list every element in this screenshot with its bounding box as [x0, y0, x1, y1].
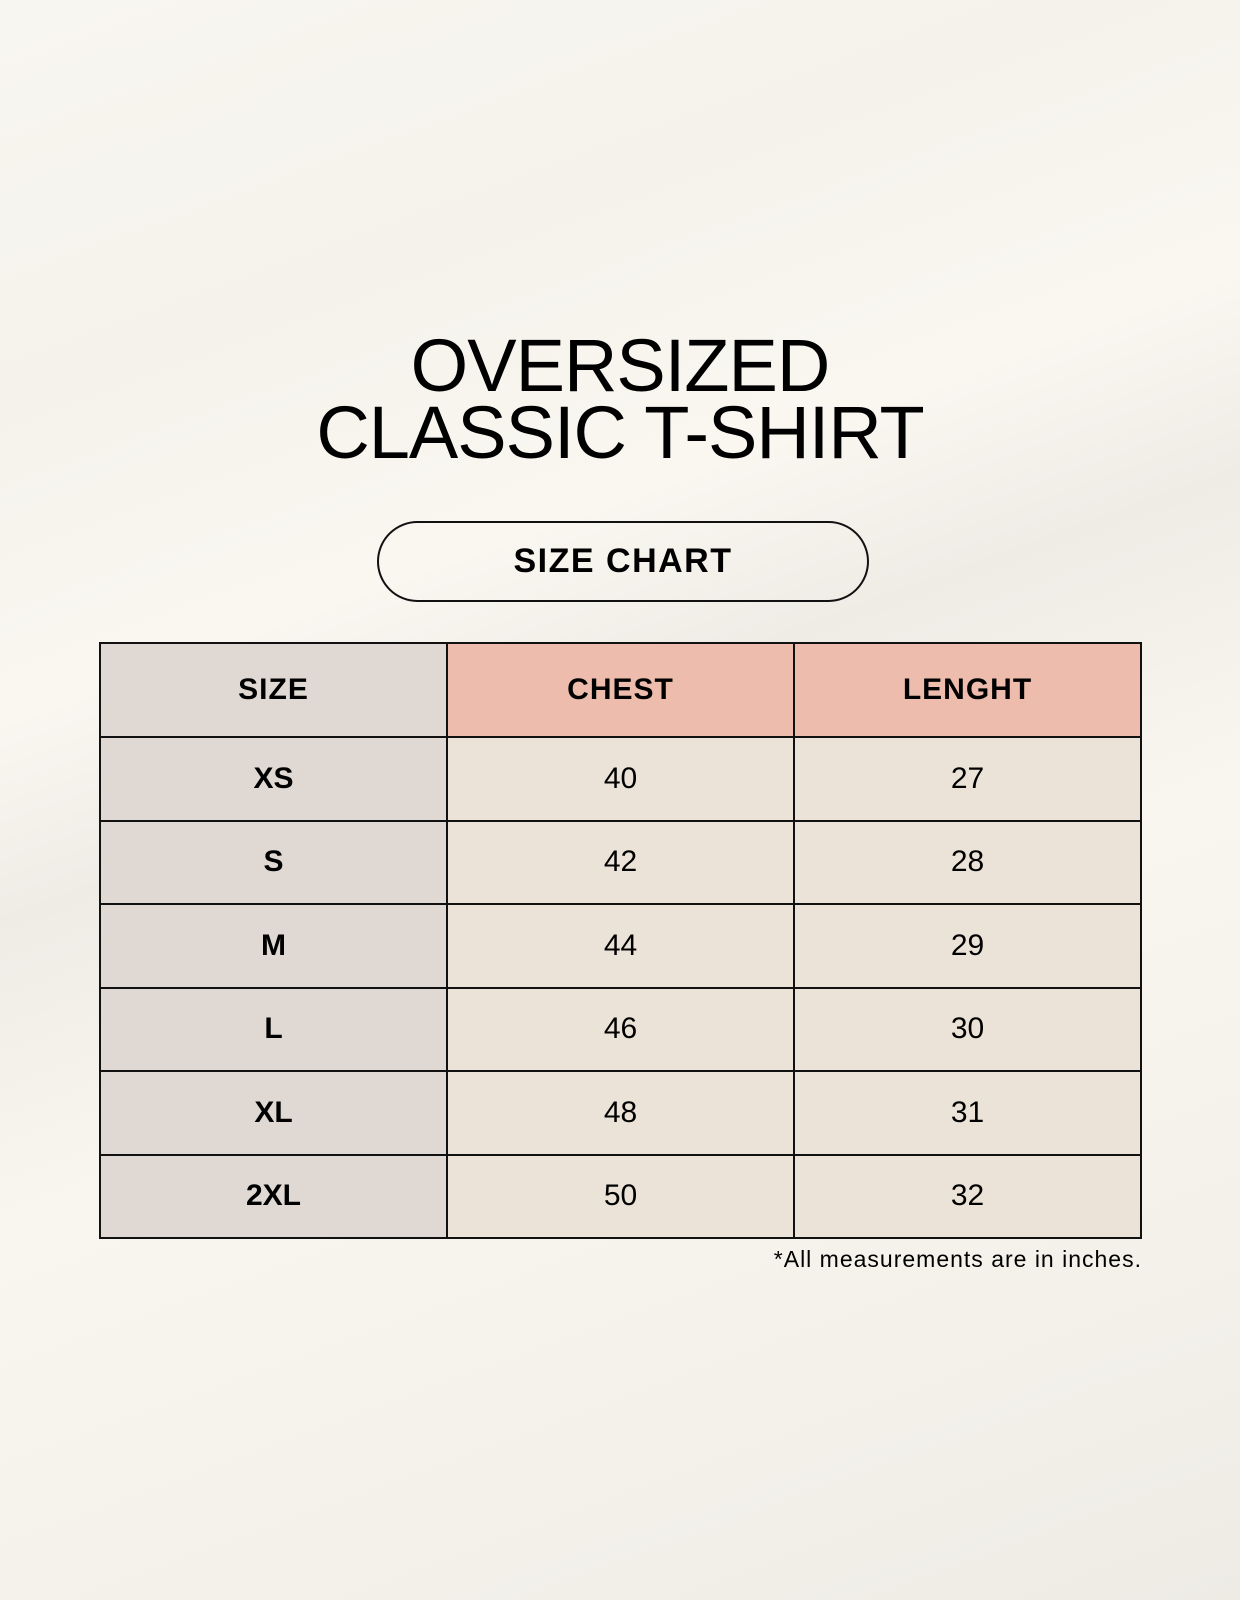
cell-length: 27 [793, 736, 1142, 822]
cell-chest: 50 [446, 1153, 795, 1239]
title-line-1: OVERSIZED [410, 324, 831, 407]
cell-length: 31 [793, 1070, 1142, 1156]
cell-chest: 44 [446, 903, 795, 989]
page-title: OVERSIZED CLASSIC T-SHIRT [0, 324, 1240, 474]
cell-size: XS [99, 736, 448, 822]
table-row: XL 48 31 [99, 1070, 1142, 1156]
title-line-2: CLASSIC T-SHIRT [316, 391, 924, 474]
table-row: XS 40 27 [99, 736, 1142, 822]
cell-size: S [99, 819, 448, 905]
cell-length: 28 [793, 819, 1142, 905]
table-header-row: SIZE CHEST LENGHT [99, 642, 1142, 738]
cell-chest: 48 [446, 1070, 795, 1156]
cell-chest: 40 [446, 736, 795, 822]
size-chart-badge: SIZE CHART [377, 521, 869, 602]
cell-size: 2XL [99, 1153, 448, 1239]
header-size: SIZE [99, 642, 448, 738]
header-length: LENGHT [793, 642, 1142, 738]
cell-chest: 46 [446, 986, 795, 1072]
cell-size: XL [99, 1070, 448, 1156]
size-table: SIZE CHEST LENGHT XS 40 27 S 42 28 M 44 29 L 46 30 X… [99, 642, 1142, 1239]
cell-size: L [99, 986, 448, 1072]
cell-chest: 42 [446, 819, 795, 905]
table-row: L 46 30 [99, 986, 1142, 1072]
table-row: 2XL 50 32 [99, 1153, 1142, 1239]
table-row: M 44 29 [99, 903, 1142, 989]
cell-length: 32 [793, 1153, 1142, 1239]
cell-size: M [99, 903, 448, 989]
header-chest: CHEST [446, 642, 795, 738]
footnote: *All measurements are in inches. [773, 1246, 1142, 1272]
cell-length: 30 [793, 986, 1142, 1072]
cell-length: 29 [793, 903, 1142, 989]
table-row: S 42 28 [99, 819, 1142, 905]
